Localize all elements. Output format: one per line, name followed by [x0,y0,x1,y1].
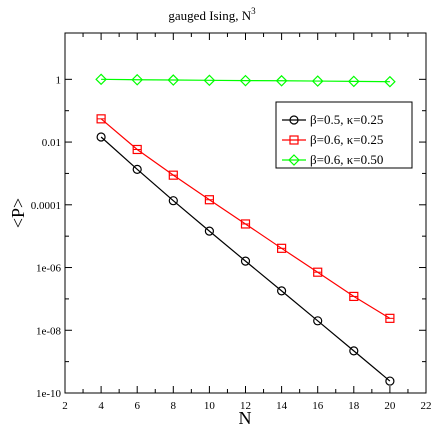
data-point [203,74,216,87]
data-point [349,291,359,302]
x-tick-label: 12 [240,400,251,412]
x-tick-label: 14 [276,400,288,412]
legend: β=0.5, κ=0.25 β=0.6, κ=0.25 β=0.6, κ=0.50 [275,101,413,169]
data-point [167,74,180,86]
data-point [132,144,142,155]
x-tick-label: 16 [312,400,324,412]
data-point [240,219,251,229]
data-point [204,226,214,236]
y-tick-label: 1e-10 [36,388,62,400]
data-point [96,114,106,124]
data-point [311,75,324,87]
series-1 [96,132,395,386]
data-point [132,164,142,174]
data-point [275,74,288,87]
data-point [204,195,214,205]
data-point [349,346,359,356]
plot-frame [64,32,427,394]
x-tick-label: 2 [62,400,68,412]
legend-label: β=0.6, κ=0.50 [310,152,383,167]
chart-title-text: gauged Ising, N [168,8,251,23]
legend-marker [289,135,299,145]
series-layer [95,73,396,386]
data-point [168,196,178,206]
y-tick-label: 1 [56,74,62,86]
x-tick-label: 18 [348,400,360,412]
y-tick-label: 0.0001 [31,200,61,212]
legend-entry: β=0.6, κ=0.50 [282,152,383,167]
ticks-layer: 2 4 6 8 10 12 14 16 18 20 22 1e-10 1e-08 1e-06 0.0001 0… [31,33,432,412]
data-point [313,316,323,326]
x-tick-label: 4 [98,400,104,412]
data-point [168,170,178,180]
data-point [385,376,395,386]
y-tick-label: 0.01 [42,137,61,149]
chart-title: gauged Ising, N3 [168,6,256,23]
legend-entry: β=0.5, κ=0.25 [282,112,383,127]
series-2 [96,114,395,323]
legend-box [275,101,413,169]
legend-entry: β=0.6, κ=0.25 [282,132,383,147]
data-point [240,256,251,266]
data-point [385,313,395,323]
data-point [313,267,323,277]
legend-marker [288,154,300,166]
legend-label: β=0.6, κ=0.25 [310,132,383,147]
data-point [277,286,287,296]
data-point [277,243,287,253]
y-tick-label: 1e-08 [36,325,62,337]
legend-marker [289,115,299,125]
x-axis-title: N [239,408,252,428]
chart-title-superscript: 3 [251,6,256,16]
x-tick-label: 20 [384,400,396,412]
y-tick-label: 1e-06 [36,263,62,275]
y-axis-title: <P> [8,198,28,228]
data-point [95,73,107,86]
series-line [100,136,391,382]
data-point [347,75,360,88]
data-point [131,73,144,86]
data-point [384,75,396,88]
legend-label: β=0.5, κ=0.25 [310,112,383,127]
x-tick-label: 8 [171,400,177,412]
data-point [96,132,106,142]
x-tick-label: 22 [421,400,432,412]
x-tick-label: 10 [204,400,216,412]
x-tick-label: 6 [134,400,140,412]
data-point [239,74,252,87]
series-3 [95,73,396,88]
series-line [101,78,390,83]
